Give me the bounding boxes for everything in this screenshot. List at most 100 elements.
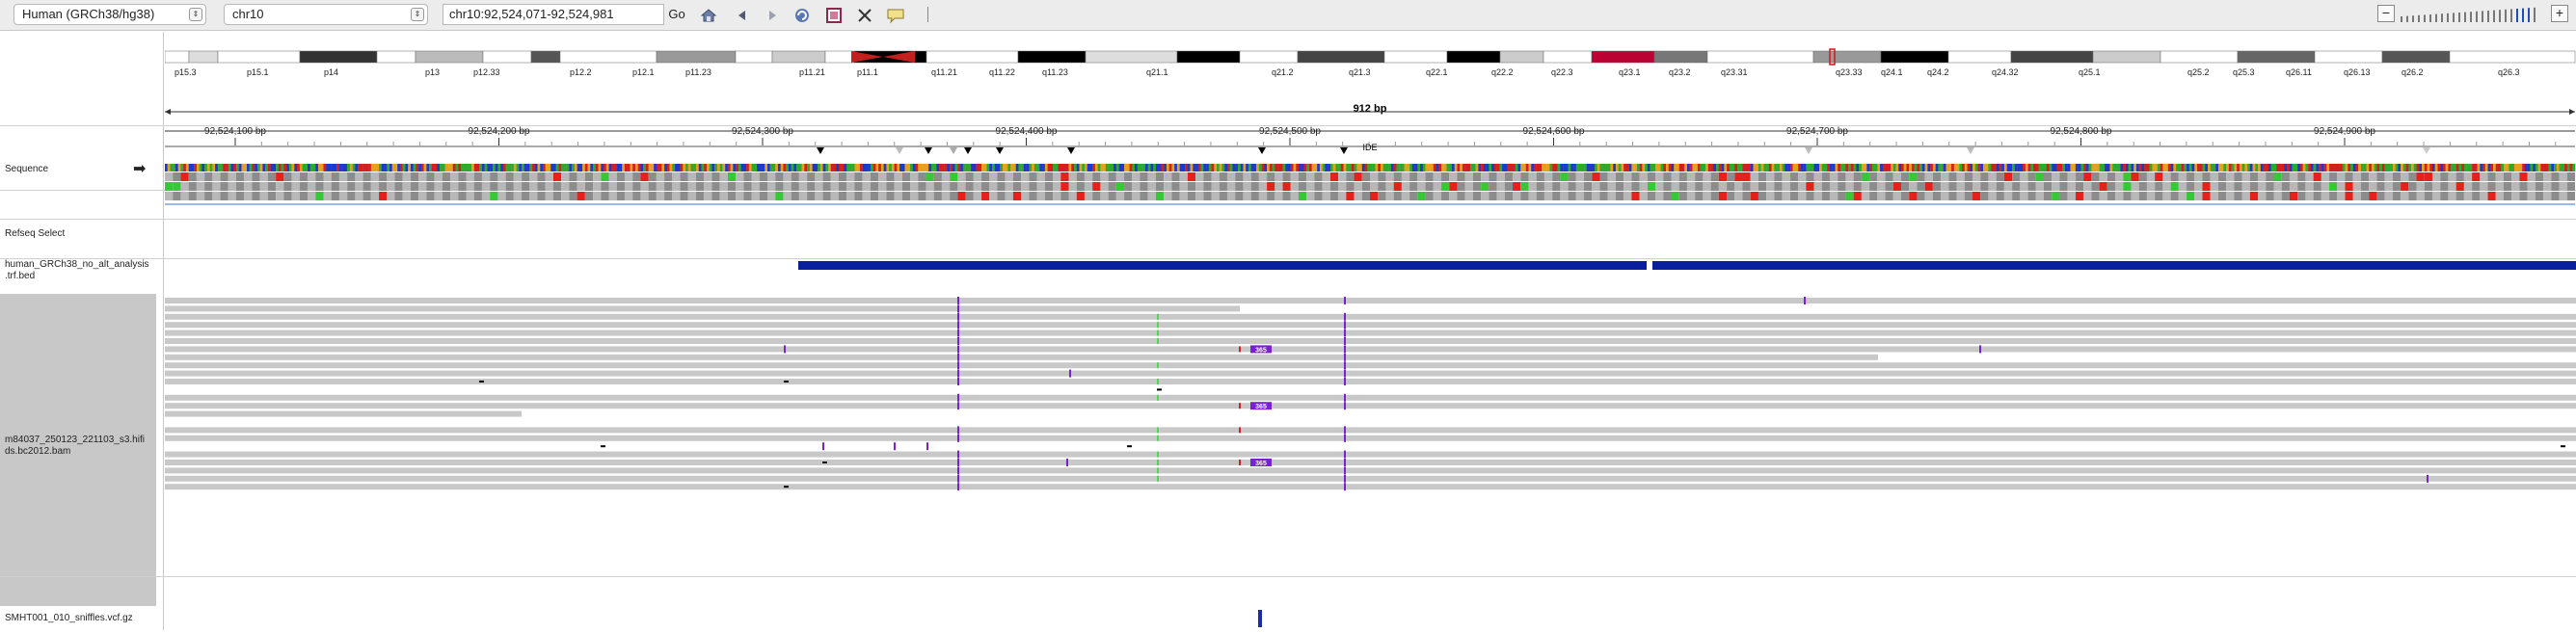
nucleotide <box>2120 164 2124 171</box>
insertion-marker <box>1344 361 1346 370</box>
nucleotide <box>370 164 374 171</box>
chromosome-ideogram[interactable]: p15.3 p15.1 p14 p13 p12.33 p12.2 p12.1 p11.23 p1… <box>164 48 2576 77</box>
codon <box>1354 192 1362 200</box>
codon <box>2067 182 2076 191</box>
nucleotide <box>2149 164 2153 171</box>
ideogram-band-label: q23.33 <box>1836 67 1863 77</box>
refseq-track-name[interactable]: Refseq Select <box>5 228 66 239</box>
nucleotide <box>389 164 392 171</box>
nucleotide <box>1457 164 1461 171</box>
codon <box>1496 172 1505 181</box>
codon <box>839 172 847 181</box>
nucleotide <box>2337 164 2341 171</box>
nucleotide <box>362 164 366 171</box>
codon <box>2083 182 2092 191</box>
codon <box>1774 172 1783 181</box>
refresh-icon[interactable] <box>792 6 812 25</box>
codon <box>1267 182 1275 191</box>
codon <box>648 192 657 200</box>
codon <box>1108 172 1116 181</box>
nucleotide <box>1065 164 1069 171</box>
codon <box>2146 192 2156 200</box>
popup-text-icon[interactable] <box>886 6 905 25</box>
nucleotide <box>1811 164 1814 171</box>
codon <box>901 182 911 191</box>
roi-icon[interactable] <box>824 6 844 25</box>
nucleotide <box>2105 164 2108 171</box>
nucleotide <box>1607 164 1611 171</box>
fit-icon[interactable] <box>855 6 874 25</box>
locus-input[interactable]: chr10:92,524,071-92,524,981 <box>443 4 664 25</box>
codon <box>2345 192 2353 200</box>
codon <box>1663 172 1672 181</box>
nucleotide <box>2358 164 2362 171</box>
strand-arrow-icon[interactable]: ➡ <box>133 161 147 177</box>
sequence-track-name[interactable]: Sequence <box>5 164 49 174</box>
nucleotide <box>2260 164 2264 171</box>
codon <box>1329 192 1339 200</box>
go-button[interactable]: Go <box>668 7 685 21</box>
forward-icon[interactable] <box>763 6 782 25</box>
nucleotide <box>1874 164 1878 171</box>
track-divider <box>0 576 2576 577</box>
nucleotide <box>2205 164 2209 171</box>
codon <box>1988 172 1997 181</box>
mismatch-marker <box>1239 460 1241 465</box>
nucleotide <box>709 164 712 171</box>
bed-track-name[interactable]: human_GRCh38_no_alt_analysis .trf.bed <box>5 259 149 281</box>
nucleotide <box>614 164 617 171</box>
codon <box>1623 192 1632 200</box>
codon <box>379 172 388 181</box>
codon <box>830 172 840 181</box>
nucleotide <box>426 164 430 171</box>
zoom-out-button[interactable]: − <box>2377 5 2395 22</box>
nucleotide <box>317 164 321 171</box>
codon <box>196 192 205 200</box>
zoom-slider[interactable] <box>2401 7 2545 22</box>
codon <box>870 172 879 181</box>
nucleotide <box>408 164 412 171</box>
codon <box>672 182 681 191</box>
codon <box>569 172 577 181</box>
nucleotide <box>418 164 422 171</box>
nucleotide <box>1956 164 1960 171</box>
nucleotide <box>1515 164 1518 171</box>
nucleotide <box>598 164 602 171</box>
nucleotide <box>944 164 948 171</box>
home-icon[interactable] <box>699 6 718 25</box>
zoom-control[interactable]: − + <box>2377 5 2570 24</box>
nucleotide <box>444 164 448 171</box>
chromosome-dropdown[interactable]: chr10 ⇕ <box>224 4 428 25</box>
nucleotide <box>1253 164 1257 171</box>
zoom-in-button[interactable]: + <box>2551 5 2568 22</box>
codon <box>870 192 879 200</box>
nucleotide <box>1869 164 1873 171</box>
bam-track-name-panel[interactable]: m84037_250123_221103_s3.hifi ds.bc2012.b… <box>0 294 156 606</box>
nucleotide <box>2080 164 2084 171</box>
codon <box>1282 192 1291 200</box>
genome-dropdown[interactable]: Human (GRCh38/hg38) ⇕ <box>13 4 206 25</box>
bed-track[interactable]: IDE <box>798 143 2576 270</box>
data-panel[interactable]: p15.3 p15.1 p14 p13 p12.33 p12.2 p12.1 p11.23 p1… <box>164 32 2576 630</box>
codon <box>228 172 237 181</box>
nucleotide <box>1578 164 1582 171</box>
codon <box>2416 172 2425 181</box>
genome-view[interactable]: p15.3 p15.1 p14 p13 p12.33 p12.2 p12.1 p11.23 p1… <box>164 32 2576 630</box>
codon <box>1956 182 1965 191</box>
nucleotide <box>2469 164 2473 171</box>
nucleotide <box>1026 164 1030 171</box>
codon <box>815 192 823 200</box>
codon <box>165 192 174 200</box>
codon <box>1869 192 1878 200</box>
codon <box>1560 182 1569 191</box>
feature-marker-icon <box>925 147 932 154</box>
ideogram-band <box>2010 50 2094 64</box>
vcf-track[interactable] <box>1258 610 1262 627</box>
codon <box>1275 182 1283 191</box>
vcf-track-name[interactable]: SMHT001_010_sniffles.vcf.gz <box>5 613 133 623</box>
ideogram-band-label: q11.23 <box>1042 67 1068 77</box>
back-icon[interactable] <box>733 6 752 25</box>
nucleotide <box>1903 164 1907 171</box>
read <box>165 435 2576 441</box>
